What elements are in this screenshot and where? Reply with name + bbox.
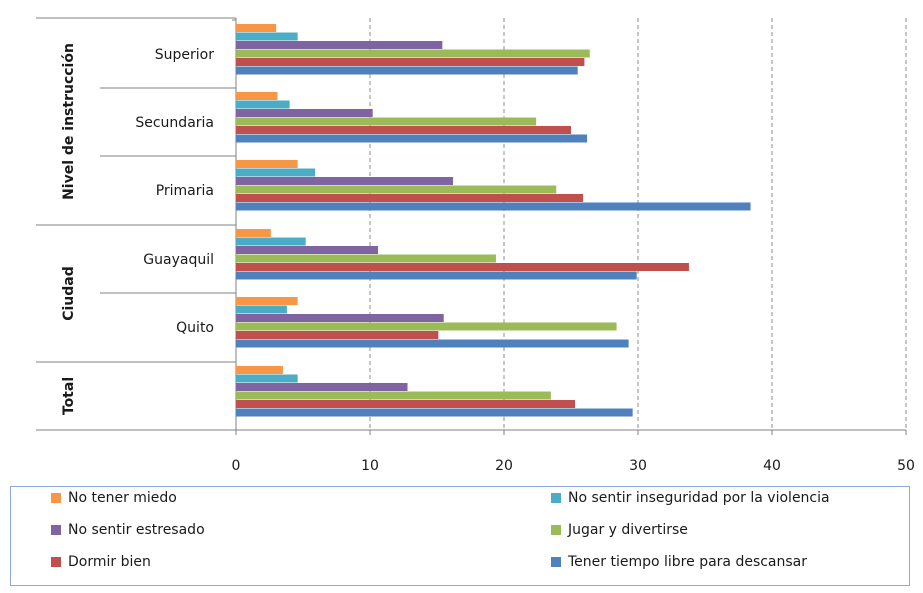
- bar: [236, 49, 590, 58]
- bar: [236, 374, 298, 383]
- bar: [236, 314, 444, 322]
- bar: [236, 246, 379, 254]
- category-label: Secundaria: [135, 115, 214, 131]
- legend-item: Tener tiempo libre para descansar: [551, 554, 807, 570]
- category-label: Primaria: [156, 183, 214, 199]
- bar: [236, 126, 571, 134]
- x-tick-label: 40: [763, 458, 781, 474]
- bars: [236, 24, 751, 417]
- bar: [236, 297, 298, 305]
- gridlines: [369, 18, 907, 430]
- bar: [236, 339, 629, 348]
- group-labels: Nivel de instrucción Ciudad Total: [61, 43, 77, 415]
- legend-label: No tener miedo: [68, 490, 177, 506]
- category-label: Quito: [176, 320, 214, 336]
- bar: [236, 100, 290, 109]
- legend-item: Jugar y divertirse: [551, 522, 688, 538]
- legend-swatch: [51, 525, 61, 535]
- bar: [236, 366, 283, 374]
- category-labels: Superior Secundaria Primaria Guayaquil Quito: [135, 47, 214, 336]
- bar: [236, 185, 557, 194]
- legend-swatch: [551, 557, 561, 567]
- bar: [236, 305, 287, 314]
- bar: [236, 331, 439, 339]
- bar: [236, 271, 637, 280]
- bar: [236, 117, 537, 126]
- bar: [236, 134, 588, 143]
- legend-item: Dormir bien: [51, 554, 151, 570]
- bar: [236, 109, 373, 117]
- category-label: Superior: [155, 47, 214, 63]
- bar: [236, 400, 576, 408]
- bar: [236, 24, 277, 32]
- bar: [236, 177, 454, 185]
- legend-item: No tener miedo: [51, 490, 177, 506]
- legend-swatch: [51, 557, 61, 567]
- x-tick-label: 0: [232, 458, 241, 474]
- legend-label: No sentir inseguridad por la violencia: [568, 490, 830, 506]
- bar-chart: 0 10 20 30 40 50 Superior Secundaria Primaria Gu…: [36, 17, 915, 474]
- bar: [236, 383, 408, 391]
- bar: [236, 92, 278, 100]
- bar: [236, 58, 585, 66]
- bar: [236, 322, 617, 331]
- x-tick-label: 50: [897, 458, 915, 474]
- bar: [236, 194, 584, 202]
- legend-swatch: [551, 493, 561, 503]
- bar: [236, 254, 496, 263]
- x-tick-label: 10: [361, 458, 379, 474]
- category-label: Guayaquil: [143, 252, 214, 268]
- x-tick-labels: 0 10 20 30 40 50: [232, 458, 915, 474]
- bar: [236, 263, 689, 271]
- x-tick-label: 30: [629, 458, 647, 474]
- bar: [236, 202, 751, 211]
- bar: [236, 168, 316, 177]
- bar: [236, 237, 306, 246]
- axes: [36, 17, 907, 435]
- bar: [236, 160, 298, 168]
- legend-swatch: [551, 525, 561, 535]
- legend-label: Dormir bien: [68, 554, 151, 570]
- bar: [236, 391, 551, 400]
- bar: [236, 229, 271, 237]
- bar: [236, 66, 578, 75]
- legend-label: Tener tiempo libre para descansar: [568, 554, 808, 570]
- legend-item: No sentir estresado: [51, 522, 205, 538]
- legend: No tener miedo No sentir inseguridad por …: [10, 486, 910, 586]
- bar: [236, 32, 298, 41]
- legend-label: Jugar y divertirse: [568, 522, 688, 538]
- legend-label: No sentir estresado: [68, 522, 205, 538]
- group-label: Nivel de instrucción: [61, 43, 77, 200]
- group-label: Total: [61, 377, 77, 415]
- x-tick-label: 20: [495, 458, 513, 474]
- group-label: Ciudad: [61, 266, 77, 321]
- legend-item: No sentir inseguridad por la violencia: [551, 490, 830, 506]
- bar: [236, 41, 443, 49]
- bar: [236, 408, 633, 417]
- legend-swatch: [51, 493, 61, 503]
